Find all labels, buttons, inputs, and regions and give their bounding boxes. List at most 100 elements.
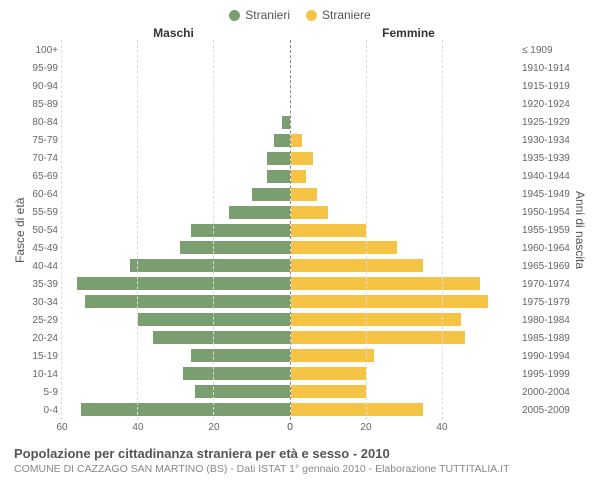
y-right-ticks: ≤ 19091910-19141915-19191920-19241925-19…: [518, 40, 572, 420]
y-right-axis-label: Anni di nascita: [572, 40, 588, 420]
birth-tick: 1930-1934: [522, 132, 572, 150]
bar-row-female: [291, 329, 519, 347]
birth-tick: 1975-1979: [522, 294, 572, 312]
age-tick: 20-24: [28, 330, 58, 348]
age-tick: 45-49: [28, 240, 58, 258]
bar-row-male: [62, 149, 290, 167]
bar-row-male: [62, 60, 290, 78]
bar-row-male: [62, 364, 290, 382]
bar-row-male: [62, 42, 290, 60]
age-tick: 90-94: [28, 78, 58, 96]
bar-row-female: [291, 149, 519, 167]
age-tick: 60-64: [28, 186, 58, 204]
bar-female: [291, 313, 462, 326]
age-tick: 55-59: [28, 204, 58, 222]
bar-male: [267, 170, 290, 183]
bar-row-male: [62, 239, 290, 257]
birth-tick: 1970-1974: [522, 276, 572, 294]
age-tick: 15-19: [28, 348, 58, 366]
bar-female: [291, 385, 367, 398]
x-axis: 6040200 02040: [12, 422, 588, 436]
bar-row-female: [291, 239, 519, 257]
legend-label-male: Stranieri: [245, 8, 290, 22]
bar-male: [282, 116, 290, 129]
bar-female: [291, 259, 424, 272]
bar-row-male: [62, 257, 290, 275]
age-tick: 65-69: [28, 168, 58, 186]
chart-title: Popolazione per cittadinanza straniera p…: [14, 446, 588, 461]
age-tick: 35-39: [28, 276, 58, 294]
bar-female: [291, 331, 465, 344]
bar-male: [267, 152, 290, 165]
bar-row-female: [291, 382, 519, 400]
bar-male: [252, 188, 290, 201]
bar-row-male: [62, 346, 290, 364]
birth-tick: 1985-1989: [522, 330, 572, 348]
legend-item-male: Stranieri: [229, 8, 290, 22]
bar-male: [85, 295, 290, 308]
age-tick: 5-9: [28, 384, 58, 402]
age-tick: 50-54: [28, 222, 58, 240]
bar-row-female: [291, 346, 519, 364]
bar-row-male: [62, 275, 290, 293]
panel-title-male: Maschi: [56, 26, 291, 40]
bar-male: [153, 331, 290, 344]
age-tick: 0-4: [28, 402, 58, 420]
bar-male: [191, 349, 290, 362]
age-tick: 10-14: [28, 366, 58, 384]
bar-row-female: [291, 132, 519, 150]
bar-row-male: [62, 114, 290, 132]
bar-row-male: [62, 78, 290, 96]
bar-male: [77, 277, 289, 290]
x-tick: 0: [287, 422, 293, 433]
birth-tick: 1965-1969: [522, 258, 572, 276]
birth-tick: 1960-1964: [522, 240, 572, 258]
x-tick: 20: [360, 422, 371, 433]
bar-row-male: [62, 96, 290, 114]
x-tick: 40: [436, 422, 447, 433]
age-tick: 100+: [28, 42, 58, 60]
bar-row-female: [291, 257, 519, 275]
bar-female: [291, 241, 397, 254]
bar-female: [291, 188, 318, 201]
bar-row-female: [291, 203, 519, 221]
bar-female: [291, 206, 329, 219]
bar-row-female: [291, 293, 519, 311]
age-tick: 85-89: [28, 96, 58, 114]
bar-row-male: [62, 167, 290, 185]
bar-row-female: [291, 311, 519, 329]
birth-tick: 1925-1929: [522, 114, 572, 132]
bar-row-male: [62, 311, 290, 329]
bar-female: [291, 170, 306, 183]
panel-titles: Maschi Femmine: [12, 26, 588, 40]
bar-female: [291, 134, 302, 147]
grid-line: [61, 40, 62, 420]
pyramid-chart: Stranieri Straniere Maschi Femmine Fasce…: [0, 0, 600, 500]
age-tick: 25-29: [28, 312, 58, 330]
age-tick: 40-44: [28, 258, 58, 276]
bar-row-female: [291, 78, 519, 96]
bar-female: [291, 349, 374, 362]
x-tick: 20: [208, 422, 219, 433]
birth-tick: 1955-1959: [522, 222, 572, 240]
bar-male: [180, 241, 290, 254]
grid-line: [442, 40, 443, 420]
bar-row-male: [62, 132, 290, 150]
bar-male: [130, 259, 289, 272]
bar-male: [229, 206, 290, 219]
plot-area: [62, 40, 518, 420]
bar-female: [291, 224, 367, 237]
legend-swatch-female: [306, 10, 317, 21]
legend: Stranieri Straniere: [12, 8, 588, 22]
bar-row-male: [62, 329, 290, 347]
bar-male: [138, 313, 290, 326]
bar-row-female: [291, 42, 519, 60]
bar-row-female: [291, 400, 519, 418]
y-left-ticks: 100+95-9990-9485-8980-8475-7970-7465-696…: [28, 40, 62, 420]
bar-row-female: [291, 185, 519, 203]
bar-female: [291, 295, 488, 308]
bar-female: [291, 277, 481, 290]
x-tick: 40: [132, 422, 143, 433]
legend-swatch-male: [229, 10, 240, 21]
legend-item-female: Straniere: [306, 8, 371, 22]
